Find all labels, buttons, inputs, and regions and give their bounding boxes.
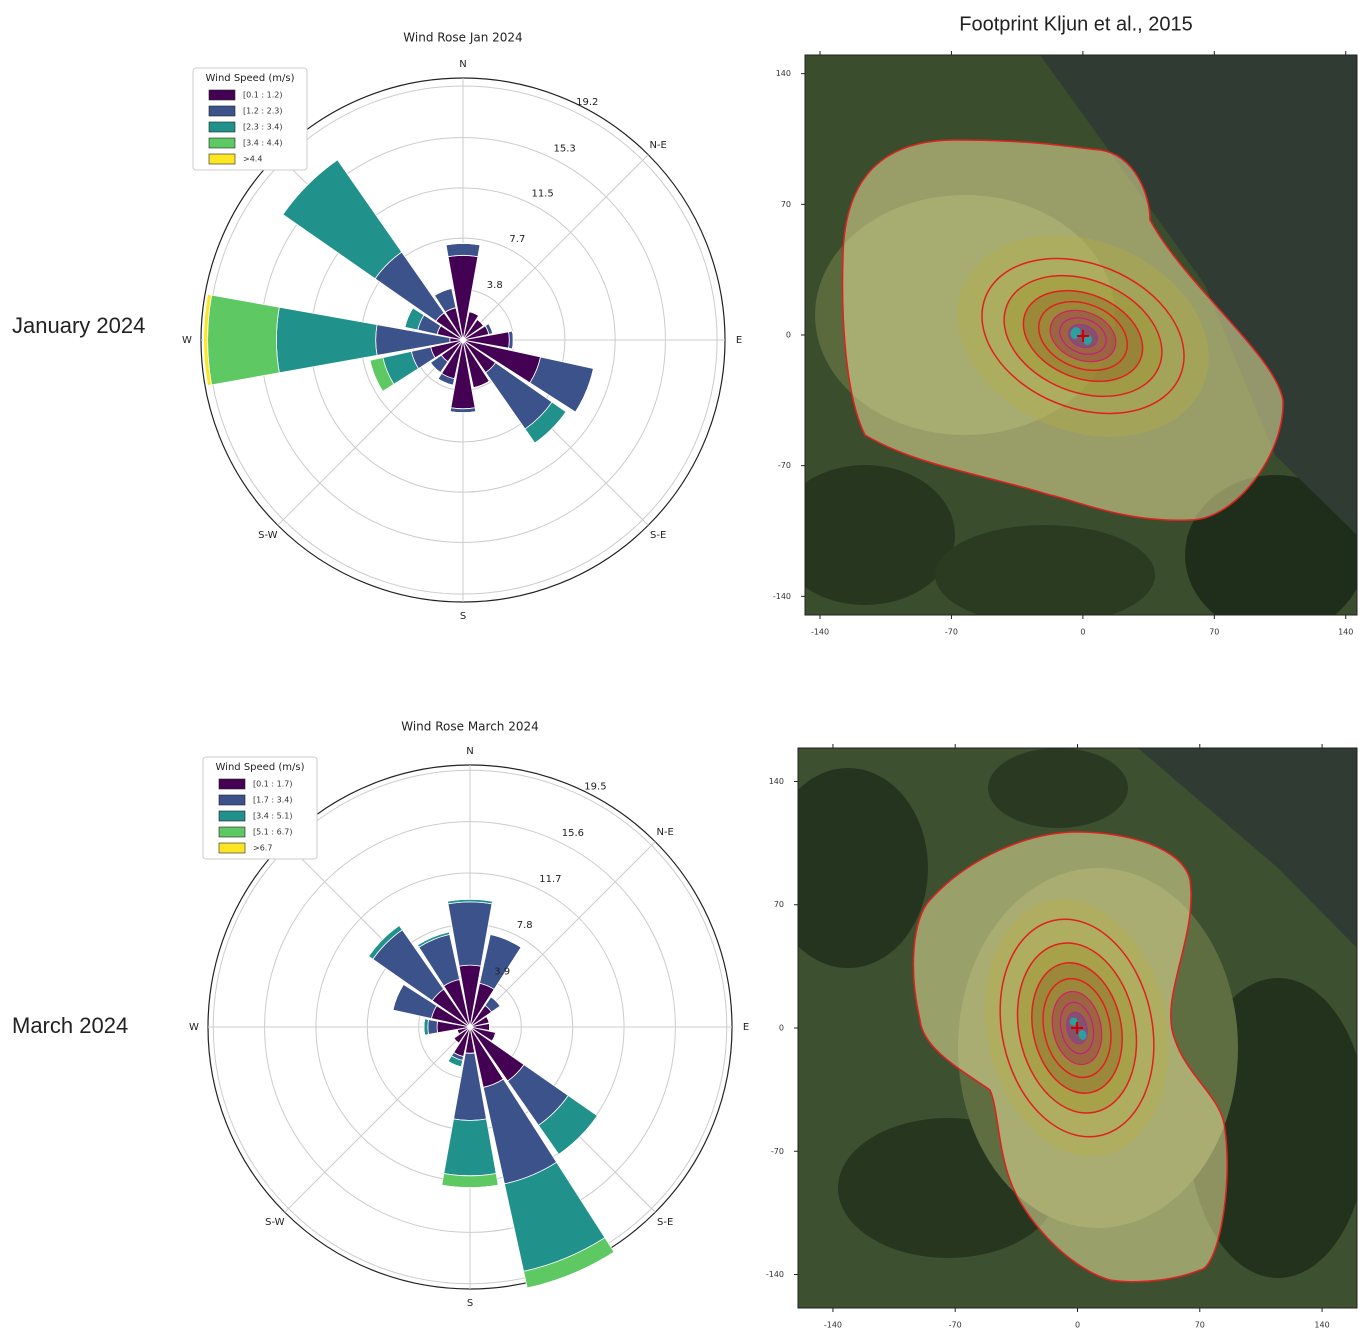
- legend-label: [0.1 : 1.7): [253, 780, 292, 789]
- wind-bar: [428, 1020, 438, 1035]
- direction-label: N: [466, 746, 473, 757]
- direction-label: N-E: [656, 827, 673, 838]
- legend-swatch: [219, 811, 245, 821]
- legend-swatch: [209, 138, 235, 148]
- grid-spoke: [470, 842, 655, 1027]
- direction-label: N: [459, 59, 466, 70]
- x-tick-label: 70: [1195, 1321, 1205, 1329]
- legend-swatch: [209, 122, 235, 132]
- legend-title: Wind Speed (m/s): [216, 762, 305, 773]
- figure: January 2024 March 2024: [0, 0, 1360, 1329]
- legend-swatch: [219, 843, 245, 853]
- y-tick-label: -70: [771, 1147, 784, 1156]
- ring-label: 11.5: [531, 189, 553, 200]
- grid-spoke: [463, 155, 648, 340]
- x-tick-label: 0: [1080, 628, 1085, 637]
- direction-label: S: [467, 1298, 473, 1309]
- ring-label: 15.3: [554, 143, 576, 154]
- legend-label: [0.1 : 1.2): [243, 91, 282, 100]
- x-tick-label: 140: [1314, 1321, 1329, 1329]
- y-tick-label: 0: [786, 331, 791, 340]
- x-tick-label: -70: [945, 628, 958, 637]
- x-tick-label: 70: [1209, 628, 1219, 637]
- legend-swatch: [209, 106, 235, 116]
- legend-title: Wind Speed (m/s): [206, 73, 295, 84]
- x-tick-label: -140: [811, 628, 829, 637]
- page: {"panel_labels": ["January 2024", "March…: [0, 0, 1360, 1329]
- ring-label: 3.9: [494, 966, 510, 977]
- direction-label: S-W: [265, 1217, 285, 1228]
- satellite-image: [768, 748, 1360, 1308]
- ring-label: 19.5: [584, 782, 606, 793]
- x-tick-label: -140: [824, 1321, 842, 1329]
- legend-swatch: [219, 779, 245, 789]
- ring-label: 19.2: [576, 97, 598, 108]
- x-tick-label: 0: [1075, 1321, 1080, 1329]
- wind-bar: [276, 307, 377, 373]
- y-tick-label: -140: [773, 592, 791, 601]
- legend-swatch: [209, 154, 235, 164]
- y-tick-label: -70: [778, 461, 791, 470]
- wind-bar: [444, 1119, 496, 1176]
- legend-label: [5.1 : 6.7): [253, 828, 292, 837]
- legend-label: [1.7 : 3.4): [253, 796, 292, 805]
- legend-swatch: [219, 795, 245, 805]
- chart-title: Wind Rose March 2024: [401, 720, 539, 734]
- y-tick-label: 70: [781, 200, 791, 209]
- chart-title: Footprint Kljun et al., 2015: [959, 13, 1192, 35]
- ring-label: 7.7: [509, 234, 525, 245]
- legend-swatch: [209, 90, 235, 100]
- y-tick-label: -140: [766, 1270, 784, 1279]
- legend-label: [3.4 : 4.4): [243, 139, 282, 148]
- direction-label: E: [736, 335, 742, 346]
- y-tick-label: 0: [779, 1024, 784, 1033]
- wind-bar: [442, 1173, 498, 1187]
- legend-swatch: [219, 827, 245, 837]
- ring-label: 3.8: [487, 280, 503, 291]
- row-label: January 2024: [12, 313, 145, 338]
- y-tick-label: 140: [776, 69, 791, 78]
- y-tick-label: 140: [769, 777, 784, 786]
- legend-label: [3.4 : 5.1): [253, 812, 292, 821]
- x-tick-label: -70: [949, 1321, 962, 1329]
- satellite-image: [775, 55, 1360, 635]
- ring-label: 15.6: [562, 828, 584, 839]
- direction-label: E: [743, 1022, 749, 1033]
- chart-title: Wind Rose Jan 2024: [403, 31, 522, 45]
- direction-label: S-W: [258, 530, 278, 541]
- y-tick-label: 70: [774, 900, 784, 909]
- legend-label: >4.4: [243, 155, 262, 164]
- direction-label: S: [460, 611, 466, 622]
- row-label: March 2024: [12, 1013, 128, 1038]
- legend-label: [2.3 : 3.4): [243, 123, 282, 132]
- x-tick-label: 140: [1338, 628, 1353, 637]
- direction-label: W: [189, 1022, 199, 1033]
- direction-label: S-E: [650, 530, 666, 541]
- wind-bar: [480, 934, 522, 989]
- direction-label: S-E: [657, 1217, 673, 1228]
- ring-label: 7.8: [517, 920, 533, 931]
- direction-label: W: [182, 335, 192, 346]
- direction-label: N-E: [649, 140, 666, 151]
- wind-bar: [208, 295, 280, 385]
- ring-label: 11.7: [539, 874, 561, 885]
- legend-label: [1.2 : 2.3): [243, 107, 282, 116]
- wind-bar: [446, 243, 480, 256]
- legend-label: >6.7: [253, 844, 272, 853]
